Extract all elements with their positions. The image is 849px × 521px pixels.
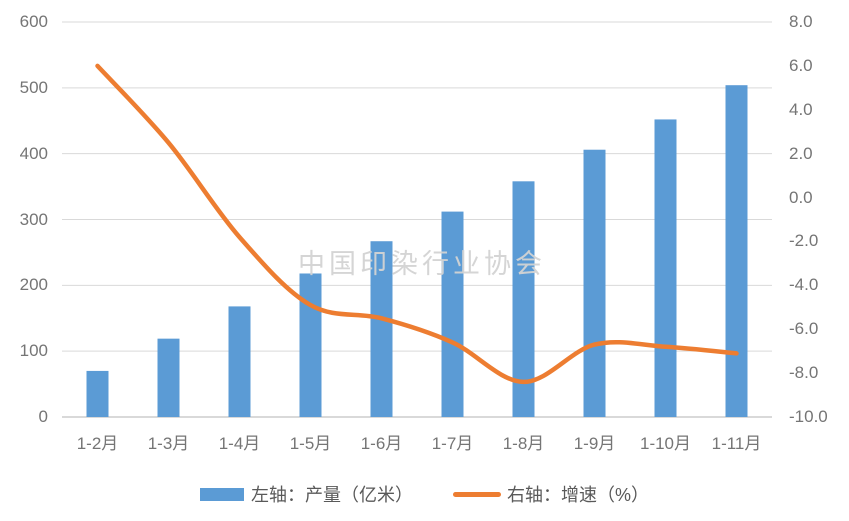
- bar-1-3月: [157, 338, 180, 417]
- bar-1-10月: [654, 119, 677, 417]
- x-axis-tick-1-3月: 1-3月: [147, 434, 190, 453]
- right-axis-tick--4.0: -4.0: [789, 275, 819, 295]
- legend-growth-label: 右轴：增速（%）: [506, 485, 649, 505]
- gridlines: [62, 21, 772, 418]
- right-axis-tick--8.0: -8.0: [789, 363, 819, 383]
- bar-1-5月: [299, 273, 322, 417]
- legend-production-label: 左轴：产量（亿米）: [250, 485, 413, 505]
- x-axis-tick-1-11月: 1-11月: [711, 434, 762, 453]
- legend: 左轴：产量（亿米） 右轴：增速（%）: [0, 481, 849, 507]
- bar-1-8月: [512, 181, 535, 417]
- bar-1-11月: [725, 85, 748, 417]
- x-axis-tick-1-5月: 1-5月: [289, 434, 332, 453]
- left-axis-tick-0: 0: [38, 407, 48, 426]
- left-axis-tick-100: 100: [19, 341, 48, 361]
- right-axis-tick-4.0: 4.0: [789, 99, 813, 119]
- bar-1-6月: [370, 241, 393, 417]
- growth-line-series: [95, 63, 739, 385]
- x-axis-tick-1-4月: 1-4月: [218, 434, 261, 453]
- x-axis-tick-1-6月: 1-6月: [360, 434, 403, 453]
- bar-1-7月: [441, 211, 464, 417]
- legend-line-swatch-icon: [452, 491, 501, 497]
- left-axis-tick-300: 300: [19, 209, 48, 229]
- bar-1-9月: [583, 149, 606, 417]
- legend-item-growth: 右轴：增速（%）: [452, 481, 649, 507]
- right-axis-tick-0.0: 0.0: [789, 187, 813, 207]
- bar-1-4月: [228, 306, 251, 417]
- legend-item-production: 左轴：产量（亿米）: [199, 481, 413, 507]
- legend-bar-swatch-icon: [199, 487, 244, 501]
- right-axis-tick--6.0: -6.0: [789, 319, 819, 339]
- left-axis-tick-400: 400: [19, 143, 48, 163]
- right-axis-tick-2.0: 2.0: [789, 143, 813, 163]
- right-axis-tick-6.0: 6.0: [789, 55, 813, 75]
- x-axis-tick-1-2月: 1-2月: [76, 434, 119, 453]
- x-axis-tick-1-9月: 1-9月: [573, 434, 616, 453]
- right-axis-tick--2.0: -2.0: [789, 231, 819, 251]
- left-axis-tick-600: 600: [19, 12, 48, 31]
- x-axis-tick-1-8月: 1-8月: [502, 434, 545, 453]
- x-axis-tick-1-7月: 1-7月: [431, 434, 474, 453]
- left-axis-tick-500: 500: [19, 77, 48, 97]
- right-axis-tick-8.0: 8.0: [789, 12, 813, 31]
- right-axis-tick--10.0: -10.0: [789, 407, 828, 426]
- left-axis-tick-200: 200: [19, 275, 48, 295]
- growth-line: [95, 63, 739, 385]
- x-axis-tick-1-10月: 1-10月: [639, 434, 692, 453]
- bar-series: [86, 85, 748, 417]
- bar-1-2月: [86, 370, 109, 417]
